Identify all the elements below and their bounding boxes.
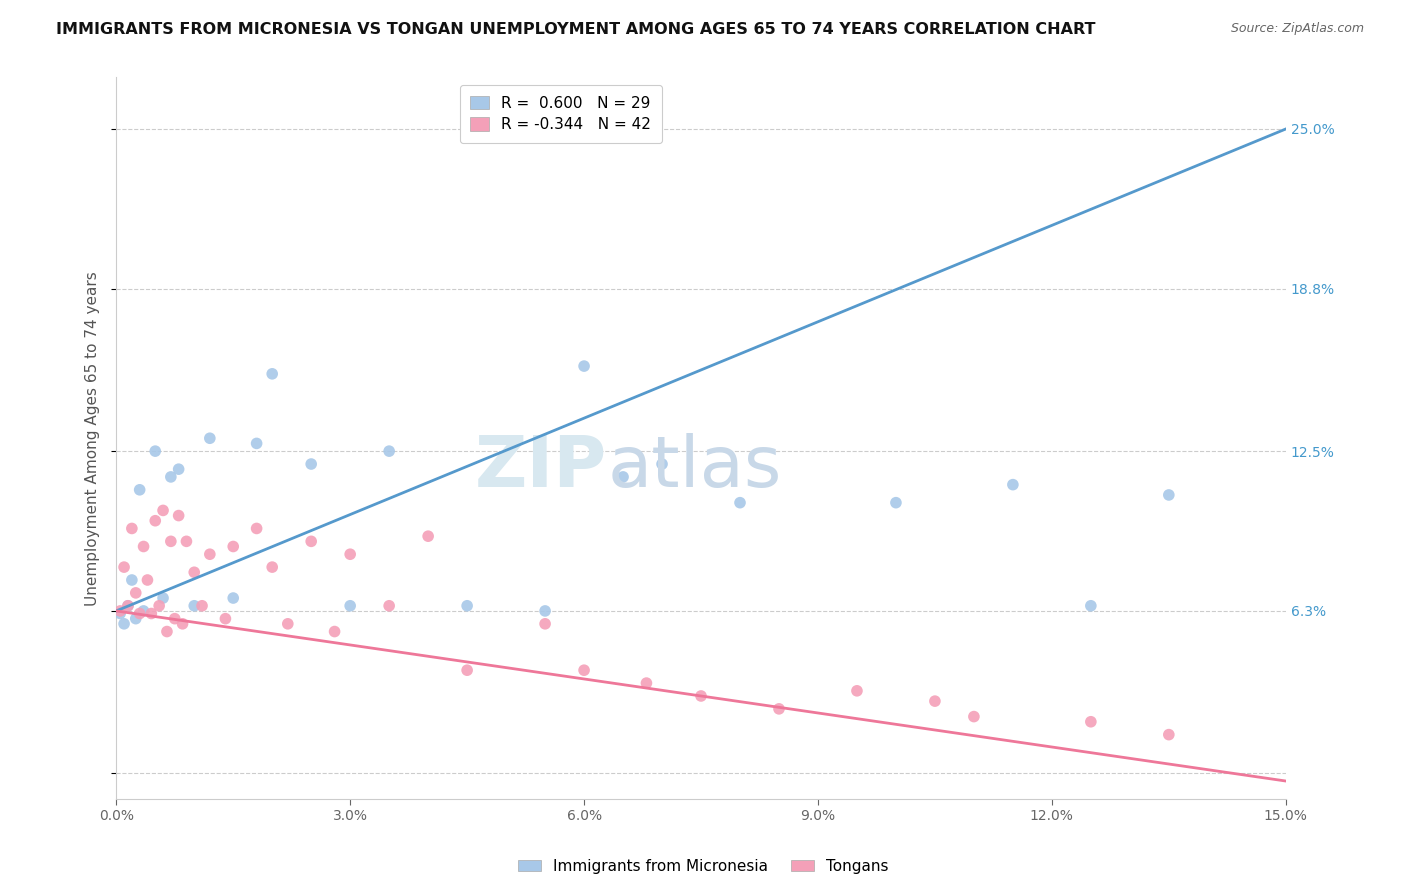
Point [534, 604, 557, 618]
Point [183, 566, 205, 580]
Point [183, 599, 205, 613]
Legend: R =  0.600   N = 29, R = -0.344   N = 42: R = 0.600 N = 29, R = -0.344 N = 42 [460, 85, 662, 143]
Point [198, 547, 221, 561]
Point [112, 616, 135, 631]
Point [156, 624, 179, 639]
Point [136, 573, 159, 587]
Point [612, 470, 634, 484]
Point [108, 607, 131, 621]
Point [112, 560, 135, 574]
Point [121, 521, 143, 535]
Text: ZIP: ZIP [475, 433, 607, 501]
Point [176, 534, 198, 549]
Point [299, 534, 322, 549]
Point [214, 612, 236, 626]
Point [924, 694, 946, 708]
Point [1080, 599, 1102, 613]
Point [222, 540, 245, 554]
Point [651, 457, 673, 471]
Legend: Immigrants from Micronesia, Tongans: Immigrants from Micronesia, Tongans [512, 853, 894, 880]
Point [378, 444, 401, 458]
Point [1080, 714, 1102, 729]
Point [299, 457, 322, 471]
Point [152, 503, 174, 517]
Point [148, 599, 170, 613]
Point [163, 612, 186, 626]
Point [167, 462, 190, 476]
Point [1157, 728, 1180, 742]
Y-axis label: Unemployment Among Ages 65 to 74 years: Unemployment Among Ages 65 to 74 years [86, 271, 100, 606]
Point [198, 431, 221, 445]
Point [160, 534, 183, 549]
Point [1001, 477, 1024, 491]
Point [117, 599, 139, 613]
Point [160, 470, 183, 484]
Point [121, 573, 143, 587]
Point [132, 604, 155, 618]
Point [572, 663, 595, 677]
Point [128, 607, 150, 621]
Point [339, 547, 361, 561]
Point [768, 702, 790, 716]
Point [378, 599, 401, 613]
Point [339, 599, 361, 613]
Point [418, 529, 440, 543]
Point [141, 607, 163, 621]
Point [636, 676, 658, 690]
Point [143, 444, 166, 458]
Point [277, 616, 299, 631]
Point [128, 483, 150, 497]
Text: atlas: atlas [607, 433, 782, 501]
Point [456, 599, 478, 613]
Point [1157, 488, 1180, 502]
Point [246, 436, 269, 450]
Point [572, 359, 595, 373]
Point [456, 663, 478, 677]
Point [222, 591, 245, 605]
Point [728, 496, 751, 510]
Point [845, 683, 868, 698]
Point [262, 560, 284, 574]
Point [132, 540, 155, 554]
Point [172, 616, 194, 631]
Point [125, 586, 148, 600]
Point [152, 591, 174, 605]
Point [191, 599, 214, 613]
Point [963, 709, 986, 723]
Point [690, 689, 713, 703]
Point [143, 514, 166, 528]
Point [108, 604, 131, 618]
Point [246, 521, 269, 535]
Point [534, 616, 557, 631]
Point [262, 367, 284, 381]
Point [323, 624, 346, 639]
Point [167, 508, 190, 523]
Point [125, 612, 148, 626]
Text: IMMIGRANTS FROM MICRONESIA VS TONGAN UNEMPLOYMENT AMONG AGES 65 TO 74 YEARS CORR: IMMIGRANTS FROM MICRONESIA VS TONGAN UNE… [56, 22, 1095, 37]
Text: Source: ZipAtlas.com: Source: ZipAtlas.com [1230, 22, 1364, 36]
Point [117, 599, 139, 613]
Point [884, 496, 907, 510]
